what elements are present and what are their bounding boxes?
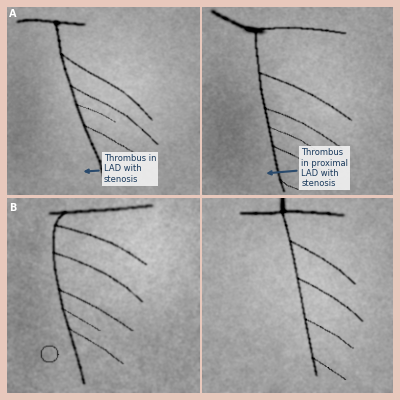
Text: A: A (9, 9, 16, 19)
Text: Thrombus in
LAD with
stenosis: Thrombus in LAD with stenosis (86, 154, 156, 184)
Text: Thrombus
in proximal
LAD with
stenosis: Thrombus in proximal LAD with stenosis (268, 148, 348, 188)
Text: B: B (9, 203, 16, 213)
